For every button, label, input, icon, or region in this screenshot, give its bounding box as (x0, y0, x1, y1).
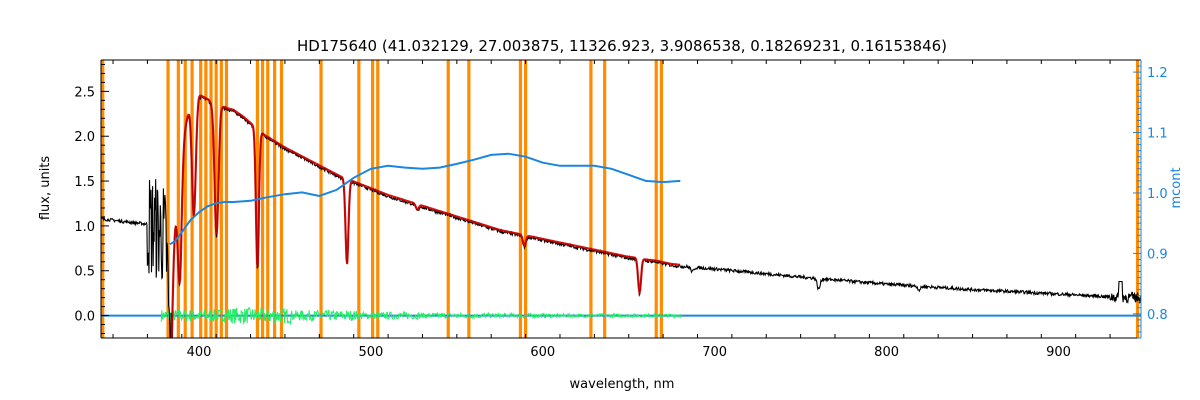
y-tick-label: 0.0 (74, 310, 95, 325)
y2-tick-label: 1.0 (1147, 187, 1168, 202)
chart-title: HD175640 (41.032129, 27.003875, 11326.92… (297, 37, 947, 55)
x-tick-label: 900 (1046, 345, 1071, 360)
y2-tick-label: 1.1 (1147, 127, 1168, 142)
x-tick-label: 700 (702, 345, 727, 360)
x-axis-label: wavelength, nm (570, 377, 675, 392)
model-spectrum-series (170, 94, 681, 338)
series-layer (101, 94, 1141, 338)
y2-axis-label: mcont (1169, 167, 1184, 208)
y2-tick-label: 0.9 (1147, 247, 1168, 262)
y-tick-label: 1.0 (74, 220, 95, 235)
y2-tick-label: 1.2 (1147, 66, 1168, 81)
y-tick-label: 2.5 (74, 85, 95, 100)
x-tick-label: 400 (187, 345, 212, 360)
y2-tick-label: 0.8 (1147, 308, 1168, 323)
y-tick-label: 2.0 (74, 130, 95, 145)
x-tick-label: 800 (874, 345, 899, 360)
axes: 400 500 600 700 800 900 0.0 0.5 1.0 1.5 2.0 2.5 0.8 0… (74, 59, 1168, 360)
residual-series (160, 306, 682, 326)
x-tick-label: 500 (358, 345, 383, 360)
y-tick-label: 0.5 (74, 265, 95, 280)
y-tick-label: 1.5 (74, 175, 95, 190)
y-axis-label: flux, units (38, 156, 53, 221)
mcont-series (169, 152, 681, 246)
x-tick-label: 600 (530, 345, 555, 360)
